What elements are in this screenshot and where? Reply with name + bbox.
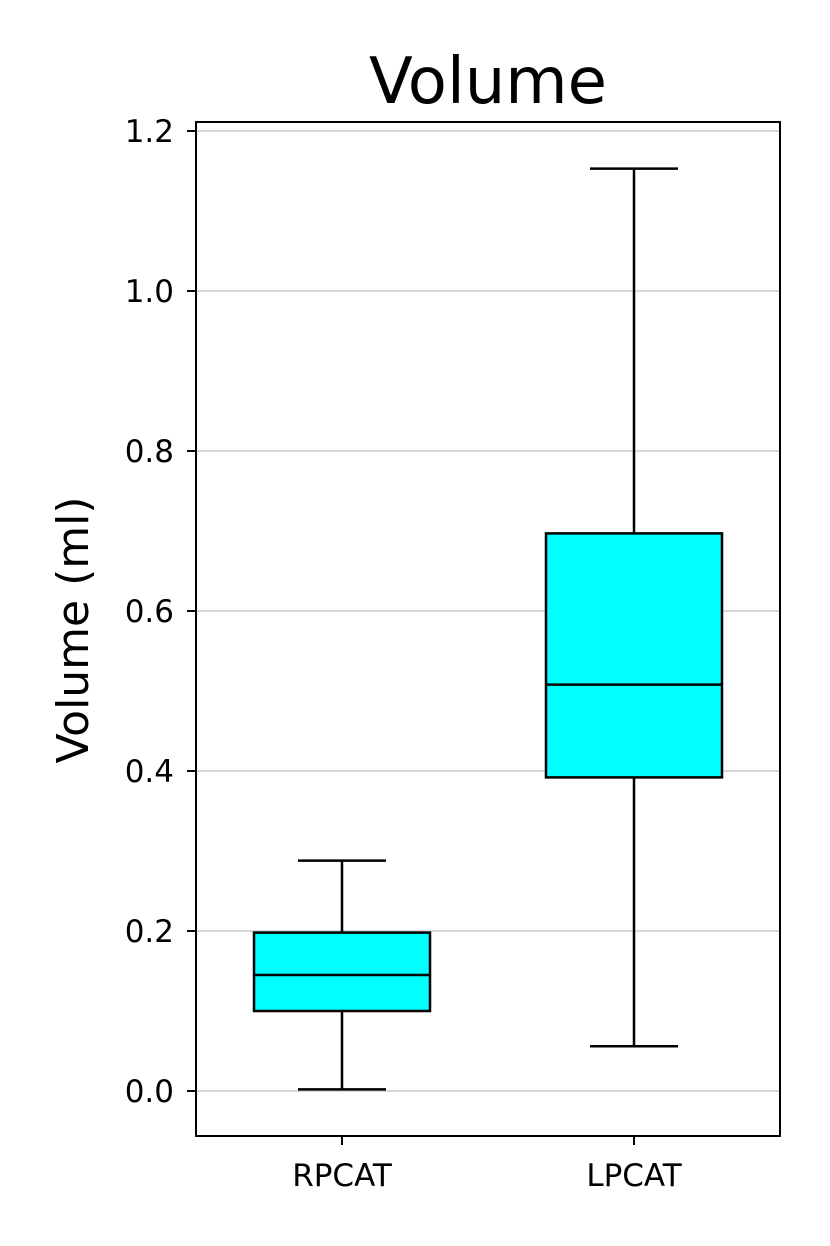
iqr-box: [252, 931, 432, 1013]
plot-area-frame: [195, 121, 781, 1137]
box-lpcat: [544, 167, 724, 1048]
box-rpcat: [252, 859, 432, 1091]
y-tick-label: 0.6: [125, 594, 174, 630]
y-tick-label: 0.8: [125, 434, 174, 470]
box-series: [252, 167, 724, 1091]
y-axis-ticks: 0.0 0.2 0.4 0.6 0.8 1.0 1.2: [125, 114, 196, 1110]
y-tick-label: 0.0: [125, 1074, 174, 1110]
y-tick-label: 1.2: [125, 114, 174, 150]
y-tick-label: 1.0: [125, 274, 174, 310]
y-axis-label: Volume (ml): [48, 496, 99, 763]
y-tick-label: 0.2: [125, 914, 174, 950]
x-tick-label: RPCAT: [292, 1158, 393, 1194]
iqr-box: [544, 532, 724, 779]
x-axis-ticks: RPCAT LPCAT: [292, 1136, 683, 1194]
y-tick-label: 0.4: [125, 754, 174, 790]
grid-lines: [196, 130, 780, 1092]
chart-title: Volume: [369, 45, 607, 119]
x-tick-label: LPCAT: [586, 1158, 682, 1194]
